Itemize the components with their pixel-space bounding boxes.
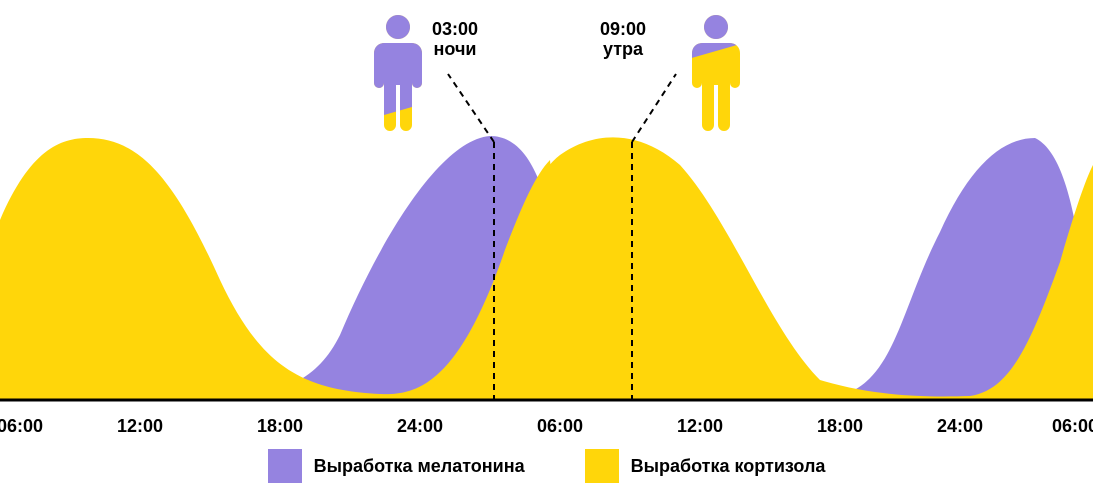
callout-label-night: 03:00ночи xyxy=(432,20,478,60)
x-tick-label: 06:00 xyxy=(537,416,583,437)
x-tick-label: 18:00 xyxy=(817,416,863,437)
legend-label-cortisol: Выработка кортизола xyxy=(631,456,826,477)
legend-item-melatonin: Выработка мелатонина xyxy=(268,449,525,483)
x-tick-label: 12:00 xyxy=(677,416,723,437)
x-tick-label: 24:00 xyxy=(937,416,983,437)
legend-item-cortisol: Выработка кортизола xyxy=(585,449,826,483)
legend-swatch-melatonin xyxy=(268,449,302,483)
x-tick-label: 24:00 xyxy=(397,416,443,437)
callout-label-morning: 09:00утра xyxy=(600,20,646,60)
callout-leader-morning xyxy=(632,74,676,142)
legend-label-melatonin: Выработка мелатонина xyxy=(314,456,525,477)
callout-leader-night xyxy=(448,74,494,142)
person-icon xyxy=(370,15,426,131)
legend-swatch-cortisol xyxy=(585,449,619,483)
x-tick-label: 06:00 xyxy=(0,416,43,437)
legend: Выработка мелатонина Выработка кортизола xyxy=(0,449,1093,483)
hormone-chart: 03:00ночи 09:00утра 06:00 12:00 18:00 24:00 0… xyxy=(0,0,1093,501)
x-tick-label: 18:00 xyxy=(257,416,303,437)
x-tick-label: 12:00 xyxy=(117,416,163,437)
person-icon xyxy=(688,15,744,131)
x-tick-label: 06:00 xyxy=(1052,416,1093,437)
